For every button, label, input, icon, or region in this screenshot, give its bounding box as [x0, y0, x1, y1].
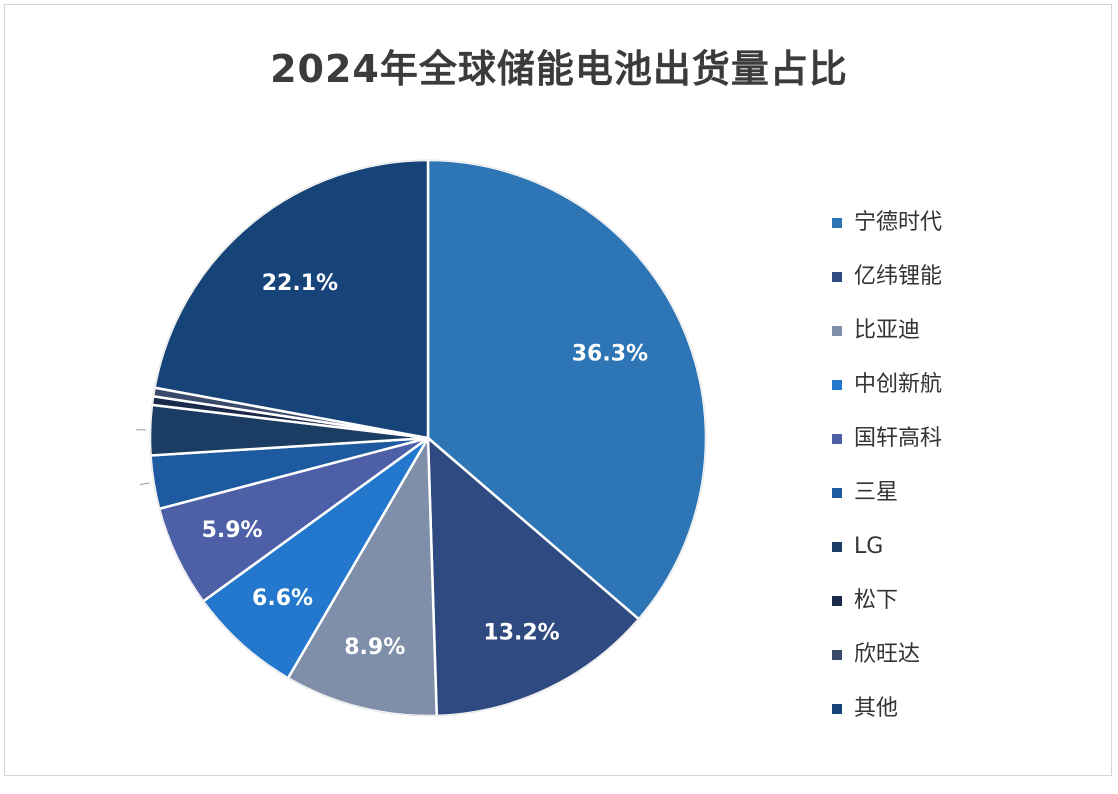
chart-legend: 宁德时代亿纬锂能比亚迪中创新航国轩高科三星 LG 松下欣旺达其他	[832, 196, 942, 736]
legend-swatch	[832, 542, 842, 552]
chart-title: 2024年全球储能电池出货量占比	[270, 47, 848, 91]
legend-label: LG	[854, 534, 884, 559]
slice-data-label-3: 6.6%	[252, 586, 313, 611]
legend-swatch	[832, 704, 842, 714]
legend-item-7: 松下	[832, 574, 942, 628]
legend-swatch	[832, 380, 842, 390]
legend-label: 宁德时代	[854, 210, 943, 235]
legend-item-2: 比亚迪	[832, 304, 942, 358]
legend-item-0: 宁德时代	[832, 196, 942, 250]
pie-outline	[149, 159, 707, 717]
legend-label: 欣旺达	[854, 642, 921, 667]
slice-data-label-4: 5.9%	[202, 518, 263, 543]
legend-label: 亿纬锂能	[854, 264, 943, 289]
legend-swatch	[832, 488, 842, 498]
legend-item-5: 三星	[832, 466, 942, 520]
legend-item-9: 其他	[832, 682, 942, 736]
pie-slice-9	[153, 158, 430, 440]
legend-label: 松下	[854, 588, 899, 613]
legend-item-8: 欣旺达	[832, 628, 942, 682]
legend-item-1: 亿纬锂能	[832, 250, 942, 304]
legend-swatch	[832, 326, 842, 336]
legend-swatch	[832, 272, 842, 282]
legend-swatch	[832, 218, 842, 228]
legend-label: 中创新航	[854, 372, 943, 397]
legend-item-6: LG	[832, 520, 942, 574]
legend-label: 比亚迪	[854, 318, 921, 343]
legend-swatch	[832, 650, 842, 660]
slice-data-label-2: 8.9%	[344, 635, 405, 660]
legend-item-3: 中创新航	[832, 358, 942, 412]
legend-swatch	[832, 434, 842, 444]
slice-data-label-0: 36.3%	[572, 341, 648, 366]
legend-label: 国轩高科	[854, 426, 943, 451]
slice-data-label-1: 13.2%	[483, 621, 559, 646]
legend-item-4: 国轩高科	[832, 412, 942, 466]
legend-label: 其他	[854, 696, 899, 721]
slice-data-label-9: 22.1%	[262, 271, 338, 296]
legend-swatch	[832, 596, 842, 606]
leader-line-5	[139, 482, 150, 486]
legend-label: 三星	[854, 480, 899, 505]
